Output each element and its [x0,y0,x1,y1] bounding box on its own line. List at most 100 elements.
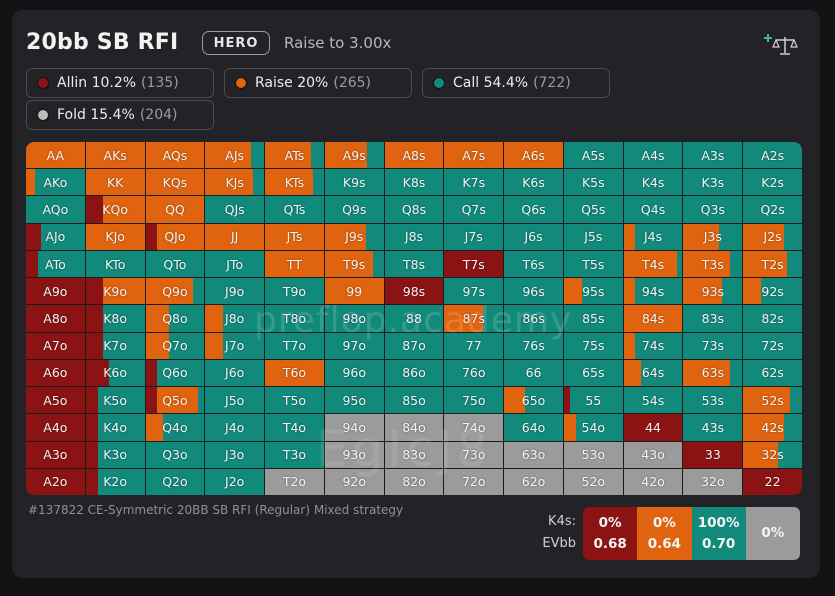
hand-cell-A7o[interactable]: A7o [26,332,85,359]
hand-cell-Q4s[interactable]: Q4s [623,196,683,223]
hand-cell-T8o[interactable]: T8o [265,305,324,332]
hand-cell-K6s[interactable]: K6s [504,169,563,196]
hand-cell-93o[interactable]: 93o [324,441,384,468]
hand-cell-A8o[interactable]: A8o [26,305,85,332]
hand-cell-K3s[interactable]: K3s [683,169,743,196]
hand-cell-73s[interactable]: 73s [683,332,743,359]
hand-cell-AJs[interactable]: AJs [205,142,265,169]
hand-cell-76s[interactable]: 76s [504,332,563,359]
hand-cell-K2s[interactable]: K2s [743,169,802,196]
hand-cell-J9o[interactable]: J9o [205,278,265,305]
hand-cell-QJo[interactable]: QJo [145,223,205,250]
hand-cell-K3o[interactable]: K3o [85,441,145,468]
hand-cell-Q8o[interactable]: Q8o [145,305,205,332]
hand-cell-J3o[interactable]: J3o [205,441,265,468]
hand-cell-A7s[interactable]: A7s [444,142,504,169]
hand-cell-94o[interactable]: 94o [324,414,384,441]
hand-cell-K7s[interactable]: K7s [444,169,504,196]
hand-cell-77[interactable]: 77 [444,332,504,359]
hand-cell-32s[interactable]: 32s [743,441,802,468]
hand-cell-Q9o[interactable]: Q9o [145,278,205,305]
hand-cell-83s[interactable]: 83s [683,305,743,332]
hand-cell-95s[interactable]: 95s [563,278,623,305]
hand-cell-52s[interactable]: 52s [743,387,802,414]
hand-cell-84o[interactable]: 84o [384,414,444,441]
hand-cell-83o[interactable]: 83o [384,441,444,468]
hand-cell-T6o[interactable]: T6o [265,359,324,387]
hand-cell-33[interactable]: 33 [683,441,743,468]
hand-cell-65s[interactable]: 65s [563,359,623,387]
hand-cell-JTo[interactable]: JTo [205,250,265,278]
hand-cell-72o[interactable]: 72o [444,468,504,495]
hand-cell-96o[interactable]: 96o [324,359,384,387]
hand-cell-98s[interactable]: 98s [384,278,444,305]
hand-cell-Q3o[interactable]: Q3o [145,441,205,468]
hand-cell-Q5s[interactable]: Q5s [563,196,623,223]
hand-cell-A3o[interactable]: A3o [26,441,85,468]
hand-cell-54o[interactable]: 54o [563,414,623,441]
hand-cell-Q2o[interactable]: Q2o [145,468,205,495]
hand-cell-K5o[interactable]: K5o [85,387,145,414]
hand-cell-ATo[interactable]: ATo [26,250,85,278]
hand-cell-32o[interactable]: 32o [683,468,743,495]
hand-cell-82o[interactable]: 82o [384,468,444,495]
hand-cell-A9o[interactable]: A9o [26,278,85,305]
hand-cell-J5s[interactable]: J5s [563,223,623,250]
hand-cell-T8s[interactable]: T8s [384,250,444,278]
hand-cell-KJo[interactable]: KJo [85,223,145,250]
legend-chip[interactable]: Fold 15.4% (204) [26,100,214,130]
hand-cell-63o[interactable]: 63o [504,441,563,468]
hand-cell-62o[interactable]: 62o [504,468,563,495]
hand-cell-J4o[interactable]: J4o [205,414,265,441]
hand-cell-75s[interactable]: 75s [563,332,623,359]
hand-cell-Q5o[interactable]: Q5o [145,387,205,414]
hand-cell-Q9s[interactable]: Q9s [324,196,384,223]
hand-cell-88[interactable]: 88 [384,305,444,332]
hand-cell-76o[interactable]: 76o [444,359,504,387]
hand-cell-KQs[interactable]: KQs [145,169,205,196]
hand-cell-66[interactable]: 66 [504,359,563,387]
hand-cell-KQo[interactable]: KQo [85,196,145,223]
hand-cell-J2s[interactable]: J2s [743,223,802,250]
hand-cell-KK[interactable]: KK [85,169,145,196]
hand-cell-43o[interactable]: 43o [623,441,683,468]
hand-cell-QTo[interactable]: QTo [145,250,205,278]
hand-cell-K6o[interactable]: K6o [85,359,145,387]
hand-cell-87s[interactable]: 87s [444,305,504,332]
hand-cell-92o[interactable]: 92o [324,468,384,495]
hand-cell-64o[interactable]: 64o [504,414,563,441]
hand-cell-J2o[interactable]: J2o [205,468,265,495]
hand-cell-AQo[interactable]: AQo [26,196,85,223]
hand-cell-42s[interactable]: 42s [743,414,802,441]
hand-cell-73o[interactable]: 73o [444,441,504,468]
hand-cell-53s[interactable]: 53s [683,387,743,414]
hand-cell-JTs[interactable]: JTs [265,223,324,250]
hand-cell-T9s[interactable]: T9s [324,250,384,278]
hand-cell-AKs[interactable]: AKs [85,142,145,169]
hand-cell-K2o[interactable]: K2o [85,468,145,495]
hand-cell-AJo[interactable]: AJo [26,223,85,250]
hand-cell-J3s[interactable]: J3s [683,223,743,250]
hand-cell-54s[interactable]: 54s [623,387,683,414]
hand-cell-A8s[interactable]: A8s [384,142,444,169]
hand-cell-J7o[interactable]: J7o [205,332,265,359]
hand-cell-J7s[interactable]: J7s [444,223,504,250]
hand-cell-K5s[interactable]: K5s [563,169,623,196]
hand-cell-A4o[interactable]: A4o [26,414,85,441]
hand-cell-97s[interactable]: 97s [444,278,504,305]
hand-cell-42o[interactable]: 42o [623,468,683,495]
hand-cell-72s[interactable]: 72s [743,332,802,359]
hand-cell-A9s[interactable]: A9s [324,142,384,169]
hand-cell-A5s[interactable]: A5s [563,142,623,169]
hand-cell-T5o[interactable]: T5o [265,387,324,414]
hand-cell-T5s[interactable]: T5s [563,250,623,278]
hand-cell-99[interactable]: 99 [324,278,384,305]
hand-cell-K4s[interactable]: K4s [623,169,683,196]
hand-cell-A3s[interactable]: A3s [683,142,743,169]
hand-cell-Q3s[interactable]: Q3s [683,196,743,223]
hand-cell-85o[interactable]: 85o [384,387,444,414]
hand-cell-K8o[interactable]: K8o [85,305,145,332]
hand-cell-Q8s[interactable]: Q8s [384,196,444,223]
hand-cell-74s[interactable]: 74s [623,332,683,359]
hand-cell-74o[interactable]: 74o [444,414,504,441]
